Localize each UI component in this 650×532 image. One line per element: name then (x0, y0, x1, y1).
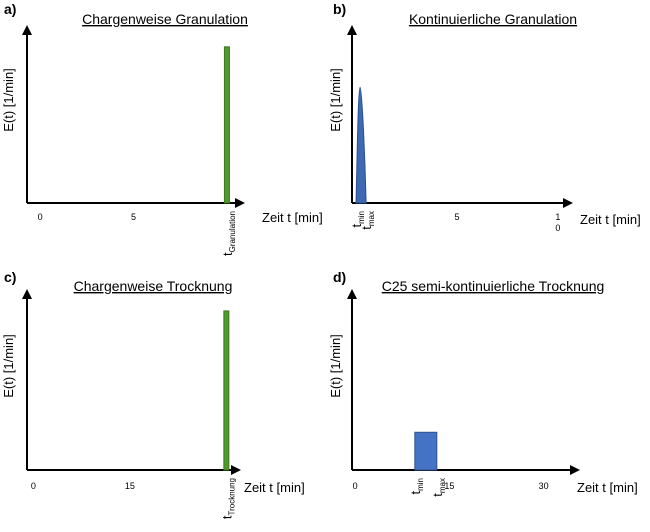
marker-label-0: tmin (408, 478, 425, 495)
marker-sub: min (357, 211, 366, 224)
tick-line: 0 (31, 481, 36, 491)
marker-main: t (359, 226, 374, 230)
x-tick-label-0: 0 (38, 212, 43, 222)
tick-line: 0 (38, 212, 43, 222)
panel-1: b) Kontinuierliche Granulation E(t) [1/min… (328, 1, 641, 233)
panel-title: C25 semi-kontinuierliche Trocknung (382, 278, 605, 294)
tick-line: 15 (444, 481, 454, 491)
tick-line: 15 (125, 481, 135, 491)
tick-line: 30 (539, 481, 549, 491)
panel-letter: d) (333, 269, 346, 285)
x-tick-label-1: 15 (444, 481, 454, 491)
marker-label-0: tGranulation (220, 211, 237, 256)
x-tick-label-1: 5 (131, 212, 136, 222)
x-axis-label: Zeit t [min] (577, 480, 638, 495)
marker-main: t (220, 252, 235, 256)
panel-0: a) Chargenweise Granulation E(t) [1/min] Ze… (1, 1, 323, 256)
marker-label-1: tmax (359, 211, 376, 230)
panel-title: Chargenweise Trocknung (74, 278, 233, 294)
bar-0 (223, 310, 230, 471)
marker-sub: max (438, 478, 447, 493)
tick-line: 0 (555, 223, 560, 233)
panel-3: d) C25 semi-kontinuierliche Trocknung E(t)… (328, 269, 638, 497)
x-tick-label-1: 15 (125, 481, 135, 491)
marker-sub: max (367, 211, 376, 226)
marker-label-0: tTrocknung (219, 478, 236, 519)
marker-sub: min (416, 478, 425, 491)
bar-0 (414, 431, 438, 471)
tick-line: 5 (454, 212, 459, 222)
x-axis-label: Zeit t [min] (244, 480, 305, 495)
y-axis-label: E(t) [1/min] (328, 68, 343, 132)
marker-label-1: tmax (430, 478, 447, 497)
panel-letter: c) (4, 269, 16, 285)
x-axis-label: Zeit t [min] (262, 210, 323, 225)
panel-letter: b) (333, 1, 346, 17)
marker-main: t (408, 491, 423, 495)
panel-title: Chargenweise Granulation (82, 11, 248, 27)
marker-main: t (430, 493, 445, 497)
y-axis-label: E(t) [1/min] (1, 68, 16, 132)
x-axis-label: Zeit t [min] (580, 212, 641, 227)
tick-line: 5 (131, 212, 136, 222)
tick-line: 1 (555, 212, 560, 222)
tick-line: 0 (353, 481, 358, 491)
marker-main: t (349, 224, 364, 228)
marker-label-0: tmin (349, 211, 366, 228)
marker-sub: Granulation (228, 211, 237, 252)
x-tick-label-2: 30 (539, 481, 549, 491)
panel-title: Kontinuierliche Granulation (409, 11, 577, 27)
distribution-peak (355, 86, 367, 204)
panel-letter: a) (4, 1, 16, 17)
x-tick-label-0: 0 (353, 481, 358, 491)
y-axis-label: E(t) [1/min] (1, 334, 16, 398)
panel-2: c) Chargenweise Trocknung E(t) [1/min] Zeit… (1, 269, 305, 519)
marker-sub: Trocknung (227, 478, 236, 516)
x-tick-label-0: 5 (454, 212, 459, 222)
x-tick-label-0: 0 (31, 481, 36, 491)
marker-main: t (219, 515, 234, 519)
y-axis-label: E(t) [1/min] (328, 334, 343, 398)
bar-0 (223, 46, 230, 204)
